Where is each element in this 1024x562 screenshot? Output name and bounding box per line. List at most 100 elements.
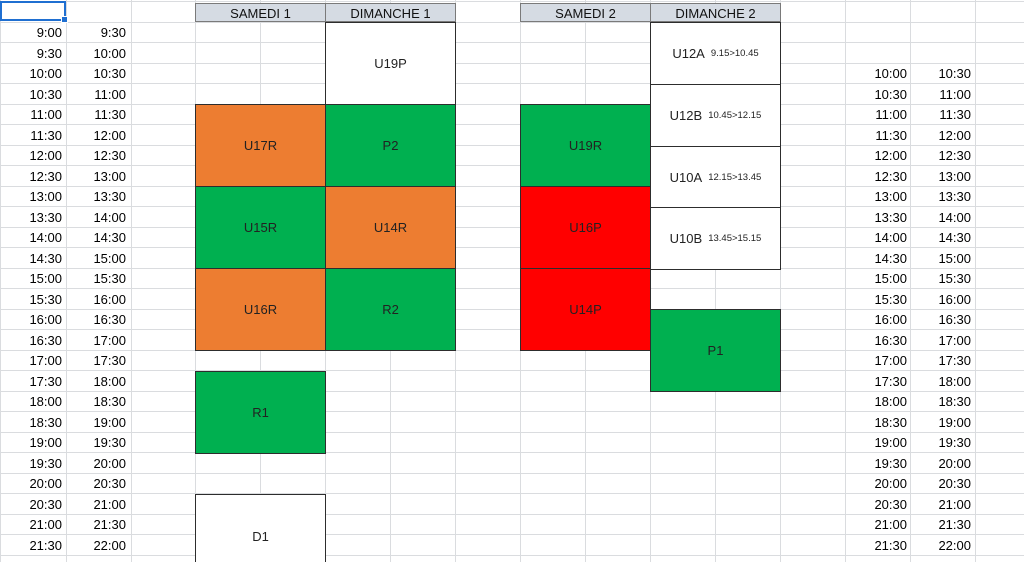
time-cell[interactable]: 14:00 xyxy=(938,209,971,225)
time-cell[interactable]: 10:00 xyxy=(874,66,907,81)
time-cell[interactable]: 10:30 xyxy=(29,86,62,102)
time-cell[interactable]: 21:30 xyxy=(29,537,62,553)
time-cell[interactable]: 20:00 xyxy=(938,455,971,471)
time-cell[interactable]: 17:30 xyxy=(29,373,62,389)
time-cell[interactable]: 11:30 xyxy=(30,127,62,143)
block-d1[interactable]: D1 xyxy=(195,494,326,562)
header-samedi-2[interactable]: SAMEDI 2 xyxy=(520,3,651,22)
block-u12a[interactable]: U12A 9.15>10.45 xyxy=(650,22,781,85)
time-cell[interactable]: 20:30 xyxy=(29,496,62,512)
time-cell[interactable]: 12:30 xyxy=(93,148,126,163)
block-u15r[interactable]: U15R xyxy=(195,186,326,269)
time-cell[interactable]: 15:30 xyxy=(29,291,62,307)
time-cell[interactable]: 16:00 xyxy=(93,291,126,307)
block-u16r[interactable]: U16R xyxy=(195,268,326,351)
time-cell[interactable]: 15:30 xyxy=(874,291,907,307)
time-cell[interactable]: 13:30 xyxy=(874,209,907,225)
time-cell[interactable]: 22:00 xyxy=(93,537,126,553)
time-cell[interactable]: 10:30 xyxy=(93,66,126,81)
time-cell[interactable]: 12:00 xyxy=(874,148,907,163)
block-u12b[interactable]: U12B 10.45>12.15 xyxy=(650,84,781,147)
time-cell[interactable]: 21:30 xyxy=(938,517,971,532)
time-cell[interactable]: 14:30 xyxy=(938,230,971,245)
time-cell[interactable]: 10:00 xyxy=(93,45,126,61)
time-cell[interactable]: 19:30 xyxy=(938,435,971,450)
block-u14p[interactable]: U14P xyxy=(520,268,651,351)
time-cell[interactable]: 21:00 xyxy=(874,517,907,532)
time-cell[interactable]: 19:00 xyxy=(93,414,126,430)
time-cell[interactable]: 18:30 xyxy=(29,414,62,430)
block-u17r[interactable]: U17R xyxy=(195,104,326,187)
time-cell[interactable]: 17:30 xyxy=(874,373,907,389)
time-cell[interactable]: 13:00 xyxy=(938,168,971,184)
time-cell[interactable]: 9:30 xyxy=(100,25,126,40)
selected-cell-cursor[interactable] xyxy=(0,1,68,23)
time-cell[interactable]: 15:00 xyxy=(938,250,971,266)
time-cell[interactable]: 11:30 xyxy=(94,107,126,122)
time-cell[interactable]: 17:00 xyxy=(938,332,971,348)
time-cell[interactable]: 11:30 xyxy=(939,107,971,122)
time-cell[interactable]: 16:30 xyxy=(874,332,907,348)
time-cell[interactable]: 17:30 xyxy=(93,353,126,368)
time-cell[interactable]: 17:00 xyxy=(29,353,62,368)
time-cell[interactable]: 14:30 xyxy=(29,250,62,266)
time-cell[interactable]: 9:30 xyxy=(36,45,62,61)
time-cell[interactable]: 15:30 xyxy=(93,271,126,286)
block-u16p[interactable]: U16P xyxy=(520,186,651,269)
time-cell[interactable]: 18:30 xyxy=(874,414,907,430)
time-cell[interactable]: 11:00 xyxy=(939,86,971,102)
time-cell[interactable]: 13:00 xyxy=(93,168,126,184)
time-cell[interactable]: 20:00 xyxy=(29,476,62,491)
time-cell[interactable]: 13:00 xyxy=(874,189,907,204)
time-cell[interactable]: 20:30 xyxy=(938,476,971,491)
time-cell[interactable]: 13:30 xyxy=(29,209,62,225)
time-cell[interactable]: 13:00 xyxy=(29,189,62,204)
time-cell[interactable]: 11:00 xyxy=(30,107,62,122)
time-cell[interactable]: 21:30 xyxy=(874,537,907,553)
time-cell[interactable]: 12:30 xyxy=(938,148,971,163)
header-dimanche-2[interactable]: DIMANCHE 2 xyxy=(650,3,781,22)
block-u10b[interactable]: U10B 13.45>15.15 xyxy=(650,207,781,270)
time-cell[interactable]: 15:00 xyxy=(93,250,126,266)
time-cell[interactable]: 12:30 xyxy=(29,168,62,184)
time-cell[interactable]: 19:30 xyxy=(874,455,907,471)
time-cell[interactable]: 14:30 xyxy=(93,230,126,245)
time-cell[interactable]: 19:30 xyxy=(29,455,62,471)
time-cell[interactable]: 15:30 xyxy=(938,271,971,286)
time-cell[interactable]: 16:30 xyxy=(29,332,62,348)
time-cell[interactable]: 21:00 xyxy=(938,496,971,512)
time-cell[interactable]: 15:00 xyxy=(29,271,62,286)
time-cell[interactable]: 12:30 xyxy=(874,168,907,184)
block-p2[interactable]: P2 xyxy=(325,104,456,187)
time-cell[interactable]: 11:00 xyxy=(875,107,907,122)
time-cell[interactable]: 21:00 xyxy=(29,517,62,532)
block-u10a[interactable]: U10A 12.15>13.45 xyxy=(650,146,781,209)
block-r2[interactable]: R2 xyxy=(325,268,456,351)
time-cell[interactable]: 15:00 xyxy=(874,271,907,286)
block-u14r[interactable]: U14R xyxy=(325,186,456,269)
time-cell[interactable]: 20:30 xyxy=(93,476,126,491)
time-cell[interactable]: 12:00 xyxy=(938,127,971,143)
time-cell[interactable]: 18:30 xyxy=(93,394,126,409)
time-cell[interactable]: 17:00 xyxy=(874,353,907,368)
time-cell[interactable]: 17:30 xyxy=(938,353,971,368)
block-u19p[interactable]: U19P xyxy=(325,22,456,105)
block-r1[interactable]: R1 xyxy=(195,371,326,454)
time-cell[interactable]: 14:30 xyxy=(874,250,907,266)
time-cell[interactable]: 22:00 xyxy=(938,537,971,553)
time-cell[interactable]: 19:30 xyxy=(93,435,126,450)
time-cell[interactable]: 9:00 xyxy=(36,25,62,40)
time-cell[interactable]: 19:00 xyxy=(29,435,62,450)
time-cell[interactable]: 19:00 xyxy=(874,435,907,450)
time-cell[interactable]: 16:30 xyxy=(938,312,971,327)
time-cell[interactable]: 19:00 xyxy=(938,414,971,430)
time-cell[interactable]: 11:00 xyxy=(94,86,126,102)
block-u19r[interactable]: U19R xyxy=(520,104,651,187)
time-cell[interactable]: 16:00 xyxy=(29,312,62,327)
time-cell[interactable]: 17:00 xyxy=(93,332,126,348)
time-cell[interactable]: 20:00 xyxy=(93,455,126,471)
time-cell[interactable]: 11:30 xyxy=(875,127,907,143)
time-cell[interactable]: 18:00 xyxy=(93,373,126,389)
time-cell[interactable]: 18:00 xyxy=(938,373,971,389)
time-cell[interactable]: 16:30 xyxy=(93,312,126,327)
